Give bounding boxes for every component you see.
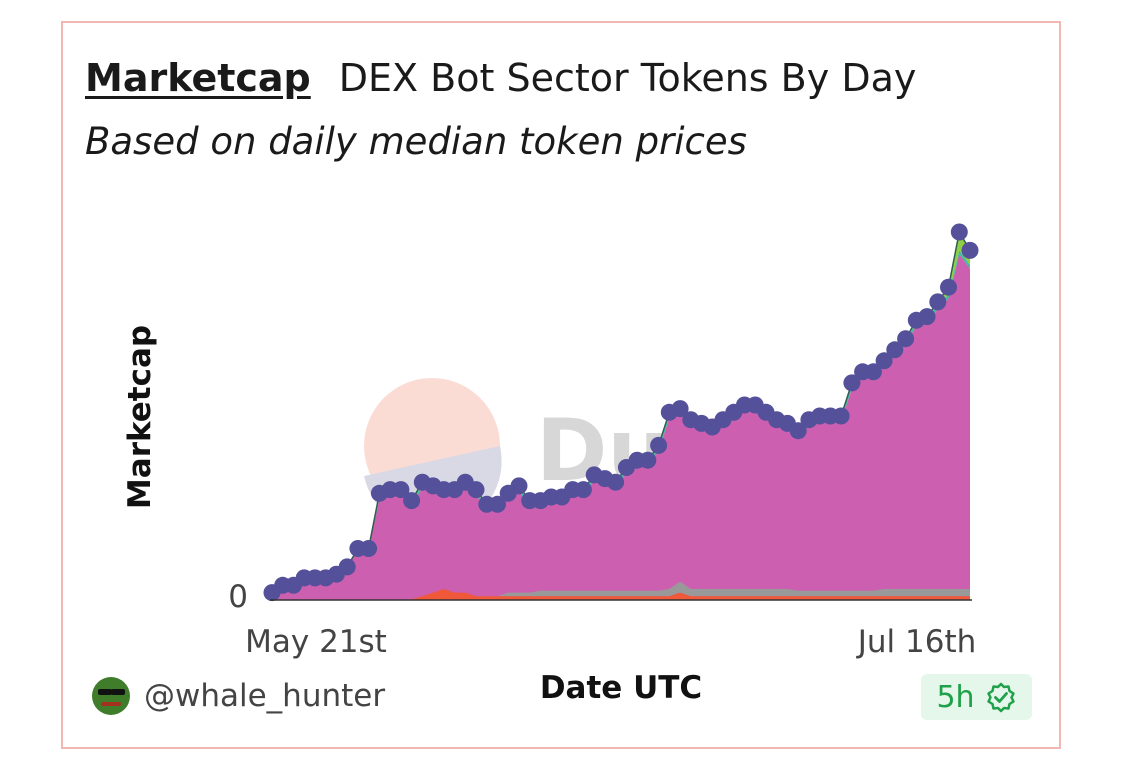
data-point[interactable] [467,481,485,499]
x-axis-title: Date UTC [540,670,702,706]
data-point[interactable] [574,481,592,499]
data-point[interactable] [510,477,528,495]
data-point[interactable] [360,540,378,557]
data-point[interactable] [918,308,936,326]
chart-title: DEX Bot Sector Tokens By Day [338,56,917,100]
data-point[interactable] [489,495,506,513]
data-point[interactable] [950,223,968,241]
age-text: 5h [936,679,975,715]
data-point[interactable] [832,407,850,425]
marketcap-tab[interactable]: Marketcap [85,56,311,100]
data-point[interactable] [403,492,421,510]
avatar-eye [98,689,112,695]
data-point[interactable] [607,473,625,491]
data-point[interactable] [843,374,861,392]
data-point[interactable] [864,363,882,381]
data-point[interactable] [338,558,356,576]
y-tick-label: 0 [228,579,248,615]
data-point[interactable] [392,481,410,499]
age-badge: 5h [921,674,1032,720]
data-point[interactable] [789,422,807,440]
chart-subtitle: Based on daily median token prices [85,120,747,163]
chart-header: Marketcap DEX Bot Sector Tokens By Day [85,56,916,100]
avatar-eye [111,689,125,695]
area-series-gray [272,581,970,600]
avatar[interactable] [92,677,130,715]
data-point[interactable] [961,241,979,259]
data-point[interactable] [897,330,915,348]
data-point[interactable] [650,436,668,454]
data-point[interactable] [940,278,957,296]
area-series-marketcap [272,254,970,600]
x-tick-label-end: Jul 16th [856,624,977,660]
verified-check-icon [986,682,1015,713]
avatar-mouth [101,702,121,706]
data-point[interactable] [929,293,947,311]
y-axis-title: Marketcap [122,325,158,509]
data-point[interactable] [671,400,689,418]
area-series-red [272,589,970,600]
data-point[interactable] [886,341,904,359]
data-point[interactable] [639,451,657,469]
data-point[interactable] [875,352,893,370]
author[interactable]: @whale_hunter [92,677,385,715]
x-tick-label-start: May 21st [245,624,387,660]
username[interactable]: @whale_hunter [144,678,386,714]
